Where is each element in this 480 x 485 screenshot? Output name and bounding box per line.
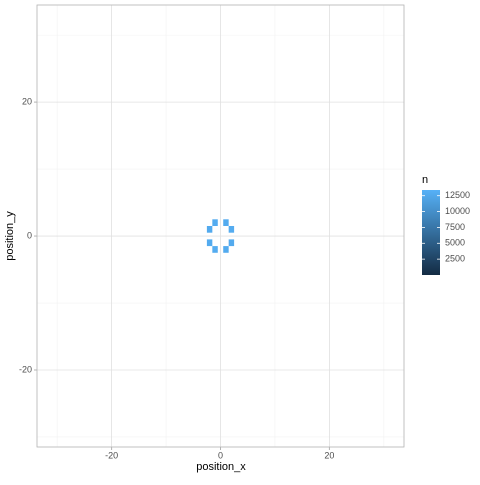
- legend-label: 12500: [445, 190, 470, 200]
- y-axis-title: position_y: [4, 211, 16, 261]
- legend-label: 2500: [445, 254, 465, 264]
- legend-label: 7500: [445, 222, 465, 232]
- panel-border: [36, 4, 405, 448]
- tile: [206, 239, 213, 247]
- y-tick-label: 20: [22, 96, 32, 106]
- tile: [212, 219, 218, 226]
- y-tick-label: 0: [27, 230, 32, 240]
- x-tick-label: 20: [324, 450, 334, 460]
- tile: [228, 239, 235, 247]
- tile: [223, 219, 229, 226]
- legend-title: n: [422, 174, 428, 186]
- legend-label: 10000: [445, 206, 470, 216]
- x-tick-label: -20: [105, 450, 118, 460]
- x-axis-title: position_x: [196, 461, 246, 473]
- tile: [223, 246, 229, 253]
- tile: [228, 226, 235, 233]
- x-tick-label: 0: [218, 450, 223, 460]
- y-tick-label: -20: [19, 364, 32, 374]
- colorbar: [422, 190, 440, 275]
- tile: [206, 226, 213, 233]
- legend-label: 5000: [445, 238, 465, 248]
- tile: [212, 246, 218, 253]
